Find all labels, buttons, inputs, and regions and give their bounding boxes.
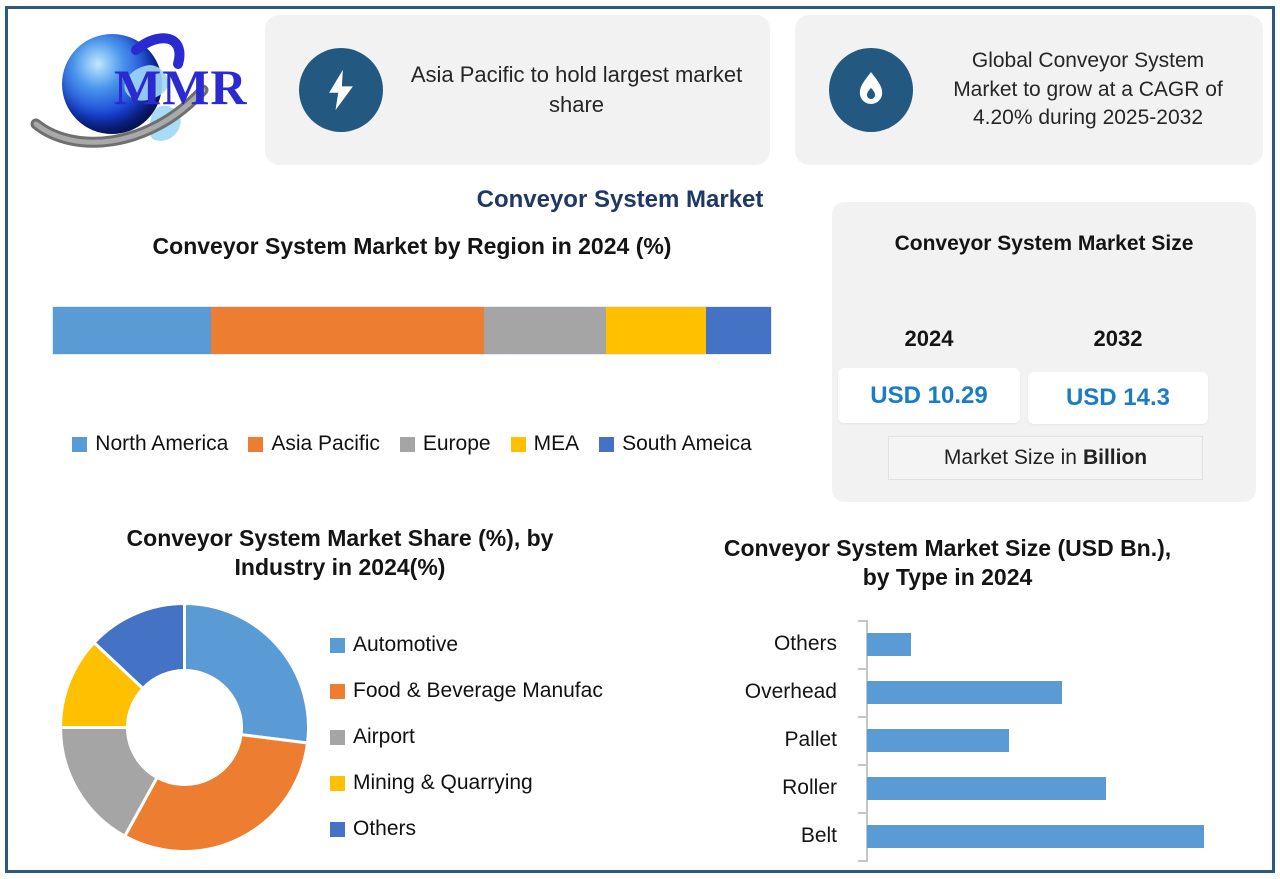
logo-swoosh-icon — [30, 33, 209, 148]
flame-icon — [829, 48, 913, 132]
legend-label: Asia Pacific — [271, 432, 380, 455]
type-category-label: Belt — [800, 824, 837, 847]
legend-swatch-icon — [399, 436, 415, 452]
legend-swatch-icon — [330, 637, 345, 653]
type-chart-row: Others — [650, 620, 1250, 668]
legend-item: Automotive — [330, 622, 630, 668]
legend-label: Others — [353, 817, 417, 840]
donut-slice — [122, 732, 310, 853]
legend-item: Asia Pacific — [248, 432, 380, 456]
type-chart-title: Conveyor System Market Size (USD Bn.), b… — [723, 535, 1172, 590]
legend-label: Mining & Quarrying — [353, 771, 533, 794]
donut-slice — [183, 601, 310, 745]
logo-text: MMR — [114, 59, 248, 115]
footnote-prefix: Market Size in — [943, 446, 1077, 469]
type-category-label: Overhead — [744, 680, 837, 703]
lightning-icon — [299, 48, 383, 132]
legend-swatch-icon — [599, 436, 615, 452]
industry-chart-title: Conveyor System Market Share (%), by Ind… — [126, 525, 554, 580]
type-bar — [867, 680, 1062, 704]
region-chart-title: Conveyor System Market by Region in 2024… — [152, 233, 672, 259]
legend-label: MEA — [533, 432, 580, 455]
legend-swatch-icon — [330, 821, 345, 837]
highlight-badge-region: Asia Pacific to hold largest market shar… — [265, 15, 770, 165]
region-bar-segment — [53, 307, 211, 354]
market-size-value-2024: USD 10.29 — [838, 368, 1020, 423]
legend-label: Airport — [353, 725, 415, 748]
page-title: Conveyor System Market — [476, 186, 764, 213]
legend-swatch-icon — [72, 436, 88, 452]
industry-donut-chart — [58, 601, 310, 853]
legend-label: Food & Beverage Manufac — [353, 679, 603, 702]
type-chart-row: Overhead — [650, 668, 1250, 716]
legend-swatch-icon — [330, 729, 345, 745]
region-bar-segment — [706, 307, 771, 354]
legend-item: Airport — [330, 714, 630, 760]
type-chart-row: Roller — [650, 764, 1250, 812]
footnote-unit: Billion — [1082, 446, 1148, 469]
axis-tick — [858, 812, 866, 814]
legend-swatch-icon — [330, 775, 345, 791]
legend-swatch-icon — [248, 436, 264, 452]
legend-item: Mining & Quarrying — [330, 760, 630, 806]
axis-tick — [858, 668, 866, 670]
type-bar — [867, 728, 1009, 752]
axis-tick — [858, 764, 866, 766]
legend-item: Others — [330, 806, 630, 852]
market-size-value-2032: USD 14.3 — [1028, 372, 1208, 424]
type-bar-chart: Others Overhead Pallet Roller Belt — [650, 620, 1250, 862]
globe-icon — [62, 34, 184, 146]
type-bar — [867, 632, 911, 656]
highlight-badge-cagr: Global Conveyor System Market to grow at… — [795, 15, 1263, 165]
legend-label: North America — [95, 432, 229, 455]
badge-text: Asia Pacific to hold largest market shar… — [410, 62, 743, 117]
type-category-label: Roller — [782, 776, 837, 799]
type-bar — [867, 824, 1204, 848]
market-size-card: Conveyor System Market Size 2024 2032 US… — [832, 202, 1256, 502]
legend-swatch-icon — [330, 683, 345, 699]
mmr-logo: MMR — [18, 12, 268, 157]
market-size-card-title: Conveyor System Market Size — [894, 232, 1194, 255]
region-bar-segment — [605, 307, 707, 354]
region-stacked-bar — [52, 306, 772, 355]
donut-slice — [91, 601, 186, 691]
type-chart-row: Belt — [650, 812, 1250, 860]
region-bar-segment — [483, 307, 606, 354]
legend-item: MEA — [510, 432, 580, 456]
axis-tick — [858, 860, 866, 862]
industry-chart-legend: Automotive Food & Beverage Manufac Airport… — [330, 622, 630, 852]
legend-item: South Ameica — [599, 432, 752, 456]
legend-swatch-icon — [510, 436, 526, 452]
legend-label: South Ameica — [622, 432, 752, 455]
type-bar — [867, 776, 1106, 800]
legend-label: Europe — [422, 432, 491, 455]
type-category-label: Others — [773, 632, 837, 655]
badge-text: Global Conveyor System Market to grow at… — [953, 49, 1223, 130]
type-chart-row: Pallet — [650, 716, 1250, 764]
type-category-label: Pallet — [784, 728, 837, 751]
axis-tick — [858, 620, 866, 622]
legend-item: Europe — [399, 432, 491, 456]
year-label-2032: 2032 — [1093, 326, 1143, 351]
market-size-footnote: Market Size in Billion — [888, 436, 1203, 480]
axis-tick — [858, 716, 866, 718]
year-label-2024: 2024 — [904, 326, 954, 351]
region-chart-legend: North America Asia Pacific Europe MEA South … — [20, 432, 804, 456]
donut-slice — [58, 726, 160, 839]
legend-item: North America — [72, 432, 228, 456]
legend-label: Automotive — [353, 633, 459, 656]
region-bar-segment — [210, 307, 484, 354]
legend-item: Food & Beverage Manufac — [330, 668, 630, 714]
